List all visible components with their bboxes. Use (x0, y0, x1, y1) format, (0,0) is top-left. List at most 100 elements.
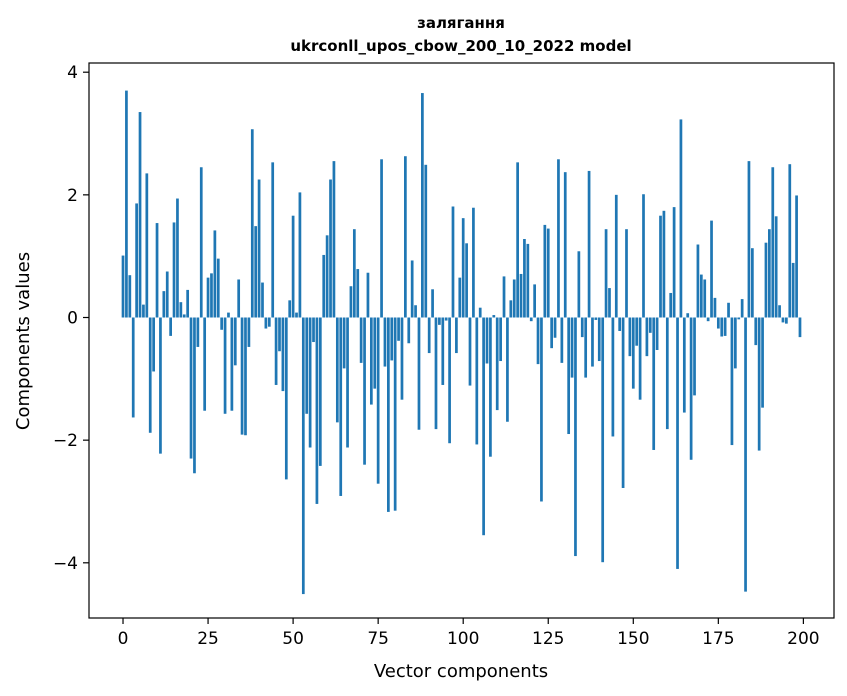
bar (284, 317, 288, 480)
bar (393, 317, 397, 511)
bar (176, 198, 179, 318)
bar (628, 317, 632, 357)
bar (642, 194, 645, 318)
bar (672, 207, 676, 318)
bar (257, 179, 261, 318)
bar (710, 220, 713, 318)
bar (618, 317, 622, 331)
bar (546, 228, 550, 318)
x-tick-label: 50 (282, 629, 304, 649)
bar (492, 315, 496, 318)
bar (366, 272, 370, 318)
x-tick-label: 25 (197, 629, 219, 649)
bar (706, 317, 710, 322)
bar (560, 317, 564, 363)
bar (703, 279, 707, 318)
bar (169, 317, 172, 336)
bar (455, 317, 458, 354)
bar (543, 224, 547, 318)
bar (662, 210, 666, 318)
bar (461, 218, 465, 318)
bar (512, 279, 516, 318)
bar (322, 254, 326, 318)
y-tick-label: 2 (67, 186, 78, 206)
bar (407, 317, 411, 344)
bar (298, 192, 302, 318)
bar (774, 216, 778, 318)
bar (267, 317, 271, 327)
bar (747, 161, 751, 318)
bar (744, 317, 747, 592)
bar (179, 302, 183, 318)
bar (281, 317, 285, 392)
bar (165, 271, 169, 318)
bar (638, 317, 642, 400)
bar (342, 317, 346, 369)
bar (148, 317, 152, 433)
bar (427, 317, 431, 354)
bar (482, 317, 485, 536)
bar (288, 300, 292, 318)
bar (577, 251, 581, 318)
bar (193, 317, 196, 474)
bar (278, 317, 281, 352)
y-tick-label: 0 (67, 309, 78, 329)
bar (472, 207, 475, 318)
y-axis-ticks: −4 −2 0 2 4 (53, 63, 89, 574)
bar (795, 195, 798, 318)
bar (421, 93, 424, 318)
bar (785, 317, 788, 324)
bar (271, 162, 275, 318)
bar (730, 317, 734, 446)
x-tick-label: 175 (702, 629, 734, 649)
bar (526, 243, 530, 318)
bar (138, 112, 142, 318)
bar (645, 317, 649, 357)
bar (346, 317, 349, 448)
bar (665, 317, 669, 430)
bar (240, 317, 244, 435)
bar (485, 317, 489, 364)
bar (771, 167, 775, 318)
bar (312, 317, 315, 343)
x-axis-label: Vector components (374, 661, 548, 682)
y-tick-label: 4 (67, 63, 78, 83)
bar (570, 317, 574, 378)
bar (335, 317, 339, 423)
bar (444, 317, 448, 321)
bar (373, 317, 377, 389)
bar (529, 317, 533, 322)
bar (597, 317, 601, 362)
bar (506, 317, 509, 422)
bar (308, 317, 312, 448)
bar (625, 229, 628, 318)
bar (451, 206, 455, 318)
bar (557, 159, 560, 318)
bar (291, 215, 295, 318)
chart-title-line-2: ukrconll_upos_cbow_200_10_2022 model (290, 37, 631, 55)
bar (699, 274, 703, 318)
bar (495, 317, 499, 411)
bar (563, 172, 567, 318)
y-axis-label: Components values (13, 252, 34, 430)
bar (788, 164, 792, 318)
bar (591, 317, 594, 367)
bar (574, 317, 577, 557)
x-axis-ticks: 0 25 50 75 100 125 150 175 200 (118, 618, 820, 649)
bar (128, 275, 132, 318)
bar (359, 317, 363, 363)
bar (523, 239, 526, 318)
bar (369, 317, 373, 405)
bar (196, 317, 200, 347)
bar (696, 244, 700, 318)
bar (349, 286, 353, 318)
bar (659, 215, 662, 318)
bar (509, 300, 513, 318)
bar (604, 229, 608, 318)
bar (751, 248, 754, 318)
bar (203, 317, 207, 411)
bar (635, 317, 639, 346)
bar (247, 317, 251, 347)
bar (295, 312, 298, 318)
